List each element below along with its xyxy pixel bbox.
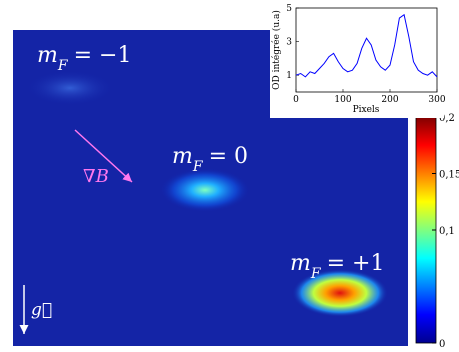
state-label: mF = +1 bbox=[290, 251, 384, 282]
y-tick-label: 1 bbox=[286, 71, 292, 81]
x-tick-label: 100 bbox=[334, 95, 351, 105]
inset-plot: 0 100 200 300 1 3 5 bbox=[286, 4, 446, 105]
gradient-arrow bbox=[74, 129, 133, 183]
state-label: mF = 0 bbox=[172, 144, 248, 175]
y-tick-label: 3 bbox=[286, 38, 292, 48]
x-axis-label: Pixels bbox=[353, 105, 380, 115]
colorbar-tick-label: 0,1 bbox=[439, 226, 455, 237]
x-tick-label: 0 bbox=[293, 95, 299, 105]
gradient-label: ∇B bbox=[83, 166, 109, 187]
colorbar-tick-label: 0 bbox=[439, 339, 445, 350]
y-axis-label: OD intégrée (u.a) bbox=[271, 10, 282, 90]
gravity-label: g⃗ bbox=[31, 300, 52, 320]
x-tick-label: 300 bbox=[428, 95, 445, 105]
x-tick-label: 200 bbox=[381, 95, 398, 105]
colorbar-tick-label: 0,15 bbox=[439, 170, 459, 181]
inset-frame bbox=[295, 7, 438, 93]
colorbar-tick-label: 0,2 bbox=[439, 113, 455, 124]
y-tick-label: 5 bbox=[286, 4, 292, 14]
state-label: mF = −1 bbox=[37, 43, 131, 74]
inset-background bbox=[270, 0, 444, 118]
data-line bbox=[295, 13, 438, 78]
